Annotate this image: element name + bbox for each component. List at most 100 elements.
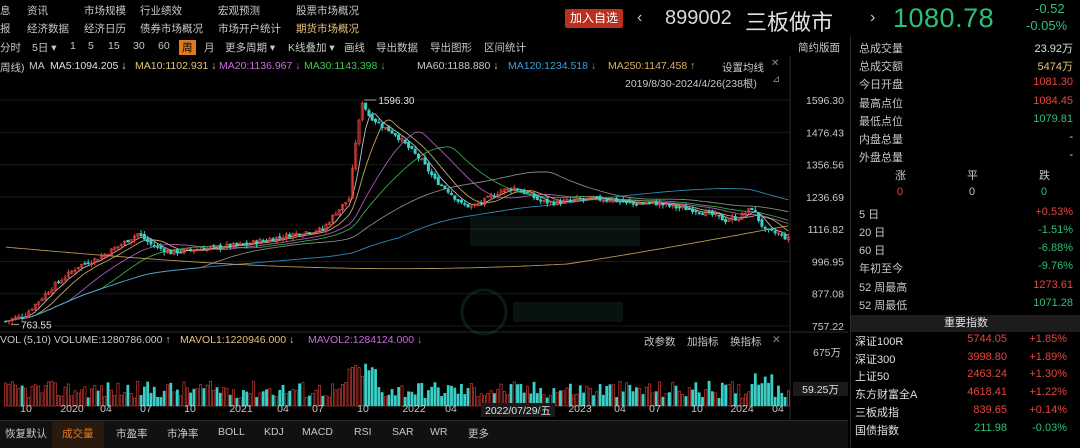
index-row-2[interactable]: 上证50 2463.24 +1.30%	[855, 368, 1075, 386]
index-name: 国债指数	[855, 424, 899, 437]
tab-5day[interactable]: 5日 ▾	[32, 42, 57, 54]
tab-60min[interactable]: 60	[158, 40, 170, 52]
ma-prefix: 周线)	[0, 62, 25, 74]
tab-weekly[interactable]: 周	[179, 40, 196, 55]
candle-body	[416, 153, 420, 159]
nav-item-econ-calendar[interactable]: 经济日历	[84, 23, 126, 35]
prev-stock-arrow-icon[interactable]: ‹	[637, 9, 643, 26]
index-row-0[interactable]: 深证100R 5744.05 +1.85%	[855, 333, 1075, 351]
candle-body	[281, 237, 285, 240]
candle-body	[456, 199, 460, 202]
add-to-watchlist-button[interactable]: 加入自选	[565, 9, 624, 28]
nav-item-industry[interactable]: 行业绩效	[140, 5, 182, 17]
volume-bar	[684, 396, 688, 407]
candlestick-chart[interactable]: 1596.30 1476.43 1356.56 1236.69 1116.82 996.9…	[0, 56, 848, 420]
index-pct: +1.22%	[1029, 386, 1067, 399]
volume-bar	[14, 384, 17, 407]
tab-reset-default[interactable]: 恢复默认	[5, 428, 47, 440]
candle-body	[423, 157, 427, 165]
index-row-4[interactable]: 三板成指 839.65 +0.14%	[855, 404, 1075, 422]
x-axis-label: 10	[184, 403, 196, 415]
tab-monthly[interactable]: 月	[204, 42, 215, 54]
period-5: 52 周最低 1071.28	[859, 297, 1079, 315]
tab-5min[interactable]: 5	[88, 40, 94, 52]
pin-icon[interactable]: ✕	[771, 58, 780, 69]
tab-wr[interactable]: WR	[430, 426, 448, 438]
add-indicator-button[interactable]: 加指标	[687, 336, 719, 348]
volume-bar	[30, 385, 34, 407]
range-stats-button[interactable]: 区间统计	[484, 42, 526, 54]
ma250-value: MA250:1147.458 ↑	[608, 60, 696, 72]
x-axis-label: 10	[357, 403, 369, 415]
tab-pe[interactable]: 市盈率	[116, 428, 148, 440]
tab-1min[interactable]: 1	[70, 40, 76, 52]
nav-item-news[interactable]: 资讯	[27, 5, 48, 17]
simple-layout-button[interactable]: 简约版面	[798, 42, 840, 54]
tab-sar[interactable]: SAR	[392, 426, 414, 438]
y-tick-label: 877.08	[812, 289, 844, 301]
candle-body	[248, 243, 252, 245]
export-chart-button[interactable]: 导出图形	[430, 42, 472, 54]
nav-item-bond-overview[interactable]: 债券市场概况	[140, 23, 203, 35]
volume-bar	[304, 397, 308, 407]
tab-intraday[interactable]: 分时	[0, 42, 21, 54]
nav-item-futures-overview[interactable]: 期货市场概况	[296, 23, 359, 35]
more-periods-dropdown[interactable]: 更多周期 ▾	[225, 42, 276, 54]
candle-body	[83, 262, 87, 265]
kline-overlay-dropdown[interactable]: K线叠加 ▾	[288, 42, 335, 54]
volume-bar	[212, 390, 216, 407]
tab-pb[interactable]: 市净率	[167, 428, 199, 440]
pushpin-icon[interactable]: ⊿	[772, 74, 781, 85]
change-params-button[interactable]: 改参数	[644, 336, 676, 348]
candle-body	[397, 134, 401, 140]
ma-label[interactable]: MA	[29, 60, 45, 72]
index-row-5[interactable]: 国债指数 211.98 -0.03%	[855, 422, 1075, 440]
next-stock-arrow-icon[interactable]: ›	[870, 9, 876, 26]
nav-item-market-size[interactable]: 市场规模	[84, 5, 126, 17]
draw-line-button[interactable]: 画线	[344, 42, 365, 54]
candle-body	[27, 311, 31, 317]
volume-bar	[691, 389, 694, 407]
volume-bar	[727, 384, 731, 407]
stat-4: 最低点位 1079.81	[859, 113, 1079, 131]
volume-bar	[397, 387, 401, 407]
volume-bar	[707, 380, 711, 407]
candle-body	[555, 200, 559, 206]
tab-more[interactable]: 更多	[468, 428, 489, 440]
volume-bar	[129, 393, 133, 407]
index-row-3[interactable]: 东方财富全A 4618.41 +1.22%	[855, 386, 1075, 404]
y-tick-label: 1236.69	[806, 192, 844, 204]
candle-body	[314, 230, 318, 233]
volume-bar	[631, 391, 635, 407]
tab-boll[interactable]: BOLL	[218, 426, 245, 438]
tab-15min[interactable]: 15	[108, 40, 120, 52]
volume-bar	[582, 392, 585, 407]
volume-bar	[730, 381, 734, 407]
tab-kdj[interactable]: KDJ	[264, 426, 284, 438]
candle-body	[212, 245, 216, 247]
volume-bar	[215, 387, 219, 407]
tab-volume[interactable]: 成交量	[62, 428, 94, 440]
volume-bar	[565, 387, 569, 407]
index-row-1[interactable]: 深证300 3998.80 +1.89%	[855, 351, 1075, 369]
export-data-button[interactable]: 导出数据	[376, 42, 418, 54]
volume-bar	[235, 397, 239, 407]
candle-body	[60, 280, 64, 284]
nav-item-macro[interactable]: 宏观预测	[218, 5, 260, 17]
candle-body	[410, 146, 414, 149]
tab-macd[interactable]: MACD	[302, 426, 333, 438]
switch-indicator-button[interactable]: 换指标	[730, 336, 762, 348]
candle-body	[545, 198, 549, 204]
volume-bar	[258, 392, 262, 407]
breadth-value-2: 0	[1041, 185, 1048, 198]
set-ma-button[interactable]: 设置均线	[722, 62, 764, 74]
close-icon[interactable]: ✕	[772, 334, 781, 346]
nav-item-econ-data[interactable]: 经济数据	[27, 23, 69, 35]
candle-body	[615, 197, 619, 203]
nav-item-account-stats[interactable]: 市场开户统计	[218, 23, 281, 35]
nav-item-report[interactable]: 报	[0, 23, 11, 35]
volume-bar	[710, 391, 714, 407]
nav-item-stock-overview[interactable]: 股票市场概况	[296, 5, 359, 17]
tab-30min[interactable]: 30	[133, 40, 145, 52]
tab-rsi[interactable]: RSI	[354, 426, 372, 438]
